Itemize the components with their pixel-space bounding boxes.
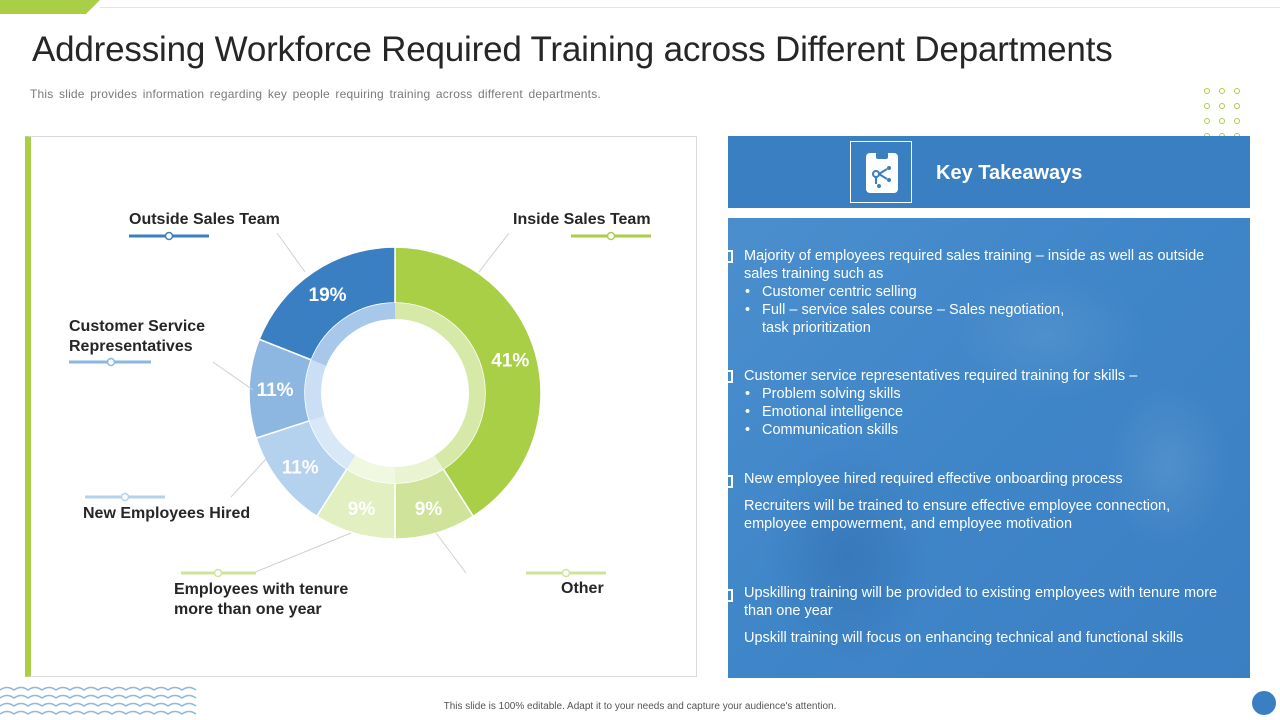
leader-line-csr xyxy=(212,361,254,391)
data-label-inside-sales: 41% xyxy=(491,351,529,372)
takeaway-1-bullet-2: Full – service sales course – Sales nego… xyxy=(744,301,1250,319)
checkbox-square-icon xyxy=(720,589,733,602)
checkbox-square-icon xyxy=(720,475,733,488)
wave-decoration xyxy=(0,686,197,715)
takeaway-item-3: New employee hired required effective on… xyxy=(720,470,1250,533)
leader-line-other xyxy=(435,532,467,574)
key-takeaways-icon-frame xyxy=(850,141,912,203)
legend-label-tenure: Employees with tenure more than one year xyxy=(174,580,348,620)
checkbox-square-icon xyxy=(720,250,733,263)
legend-marker-outside-sales xyxy=(164,231,174,241)
chart-panel: 41% 9% 9% 11% 11% 19% Outside Sales Team Insi… xyxy=(25,136,697,677)
takeaway-4-line-1: Upskilling training will be provided to … xyxy=(744,585,1218,601)
donut-inner-ring-outside-sales xyxy=(311,303,395,366)
takeaway-1-line-2: sales training such as xyxy=(744,266,884,282)
page-subtitle: This slide provides information regardin… xyxy=(30,87,601,101)
legend-label-csr: Customer Service Representatives xyxy=(69,317,205,357)
checkbox-square-icon xyxy=(720,370,733,383)
legend-marker-csr xyxy=(106,357,116,367)
legend-label-inside-sales: Inside Sales Team xyxy=(513,211,651,228)
decor-dot xyxy=(1204,118,1210,124)
donut-inner-ring-tenure xyxy=(346,455,395,483)
takeaway-2-line-1: Customer service representatives require… xyxy=(744,368,1138,384)
decor-dot xyxy=(1219,103,1225,109)
leader-line-inside-sales xyxy=(478,232,510,273)
leader-line-outside-sales xyxy=(276,232,306,273)
takeaway-4-line-2: than one year xyxy=(744,603,833,619)
legend-marker-other xyxy=(561,568,571,578)
legend-label-other: Other xyxy=(561,580,604,597)
decor-dot xyxy=(1234,103,1240,109)
decor-dot xyxy=(1219,88,1225,94)
top-divider xyxy=(100,7,1280,8)
data-label-new-employees: 11% xyxy=(282,458,319,479)
data-label-tenure: 9% xyxy=(348,499,376,520)
legend-label-csr-line1: Customer Service xyxy=(69,318,206,335)
takeaway-2-bullet-3: Communication skills xyxy=(744,421,1250,439)
donut-inner-ring-other xyxy=(395,455,444,483)
legend-marker-inside-sales xyxy=(606,231,616,241)
decor-wave xyxy=(0,694,197,699)
takeaway-2-bullet-1: Problem solving skills xyxy=(744,385,1250,403)
legend-marker-tenure xyxy=(213,568,223,578)
takeaway-item-1: Majority of employees required sales tra… xyxy=(720,247,1250,337)
legend-label-outside-sales: Outside Sales Team xyxy=(129,211,280,228)
legend-label-csr-line2: Representatives xyxy=(69,338,193,355)
donut-inner-ring-inside-sales xyxy=(395,303,486,469)
takeaway-1-line-1: Majority of employees required sales tra… xyxy=(744,248,1205,264)
legend-label-new-employees: New Employees Hired xyxy=(83,505,251,522)
clipboard-network-icon xyxy=(866,152,898,193)
donut-inner-ring-new-employees xyxy=(309,415,356,469)
takeaway-2-bullet-2: Emotional intelligence xyxy=(744,403,1250,421)
top-accent-bar xyxy=(0,0,100,14)
key-takeaways-title: Key Takeaways xyxy=(936,162,1083,184)
leader-line-new-employees xyxy=(230,458,267,498)
decor-dot xyxy=(1204,88,1210,94)
decor-dot xyxy=(1234,88,1240,94)
takeaway-1-tail: task prioritization xyxy=(762,320,871,336)
data-label-csr: 11% xyxy=(257,380,294,401)
decor-dot xyxy=(1219,118,1225,124)
data-label-outside-sales: 19% xyxy=(309,285,347,306)
corner-circle-decoration xyxy=(1252,691,1276,715)
takeaway-item-4: Upskilling training will be provided to … xyxy=(720,584,1250,647)
key-takeaways-header: Key Takeaways xyxy=(728,136,1250,218)
takeaway-1-bullet-1: Customer centric selling xyxy=(744,283,1250,301)
decor-wave xyxy=(0,686,197,691)
legend-label-tenure-line1: Employees with tenure xyxy=(174,581,349,598)
donut-chart: 41% 9% 9% 11% 11% 19% xyxy=(69,231,651,578)
decor-dot xyxy=(1234,118,1240,124)
takeaway-3-line-1: New employee hired required effective on… xyxy=(744,471,1123,487)
decor-wave xyxy=(0,710,197,715)
legend-label-tenure-line2: more than one year xyxy=(174,601,322,618)
footer-note: This slide is 100% editable. Adapt it to… xyxy=(443,701,837,712)
legend-marker-new-employees xyxy=(120,492,130,502)
decor-wave xyxy=(0,702,197,707)
takeaway-3-detail-1: Recruiters will be trained to ensure eff… xyxy=(744,498,1171,514)
takeaway-3-detail-2: employee empowerment, and employee motiv… xyxy=(744,516,1073,532)
donut-inner-ring-csr xyxy=(305,359,327,421)
takeaway-4-detail-1: Upskill training will focus on enhancing… xyxy=(744,630,1184,646)
takeaway-item-2: Customer service representatives require… xyxy=(720,367,1250,439)
leader-line-tenure xyxy=(252,532,352,574)
key-takeaways-panel: Key Takeaways Majority of employees requ… xyxy=(720,136,1250,678)
decor-dot xyxy=(1204,103,1210,109)
page-title: Addressing Workforce Required Training a… xyxy=(32,30,1113,69)
data-label-other: 9% xyxy=(415,499,443,520)
